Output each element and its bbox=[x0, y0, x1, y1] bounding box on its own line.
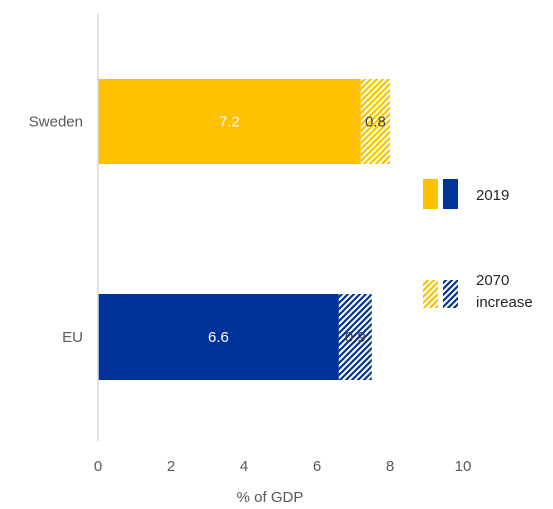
data-label-sweden-2019: 7.2 bbox=[219, 114, 240, 131]
bar-sweden-2019 bbox=[98, 79, 361, 164]
legend: 2019 2070 increase bbox=[423, 179, 533, 311]
x-tick-label-8: 8 bbox=[386, 458, 394, 475]
x-tick-label-2: 2 bbox=[167, 458, 175, 475]
legend-swatch-2019-yellow bbox=[423, 179, 438, 209]
bars-layer bbox=[98, 79, 390, 380]
x-tick-label-0: 0 bbox=[94, 458, 102, 475]
bar-eu-increase bbox=[338, 294, 372, 380]
data-label-sweden-increase: 0.8 bbox=[365, 114, 386, 131]
x-tick-label-4: 4 bbox=[240, 458, 248, 475]
legend-label-increase-line-1: 2070 bbox=[476, 272, 509, 289]
legend-swatch-increase-yellow bbox=[423, 280, 438, 308]
x-tick-label-10: 10 bbox=[455, 458, 472, 475]
data-label-eu-increase: 0.9 bbox=[345, 329, 366, 346]
category-label-sweden: Sweden bbox=[29, 114, 83, 131]
data-label-eu-2019: 6.6 bbox=[208, 329, 229, 346]
segment-labels-layer: 7.2 0.8 6.6 0.9 bbox=[208, 114, 386, 347]
bar-eu-2019 bbox=[98, 294, 339, 380]
category-label-eu: EU bbox=[62, 329, 83, 346]
legend-label-increase-line-2: increase bbox=[476, 294, 533, 311]
category-labels-layer: Sweden EU bbox=[29, 114, 83, 347]
legend-label-2019: 2019 bbox=[476, 187, 509, 204]
legend-swatch-2019-blue bbox=[443, 179, 458, 209]
x-tick-label-6: 6 bbox=[313, 458, 321, 475]
bar-sweden-increase bbox=[360, 79, 390, 164]
legend-swatch-increase-blue bbox=[443, 280, 458, 308]
x-axis-title: % of GDP bbox=[237, 489, 304, 506]
x-ticks-layer: 0 2 4 6 8 10 bbox=[94, 458, 472, 475]
